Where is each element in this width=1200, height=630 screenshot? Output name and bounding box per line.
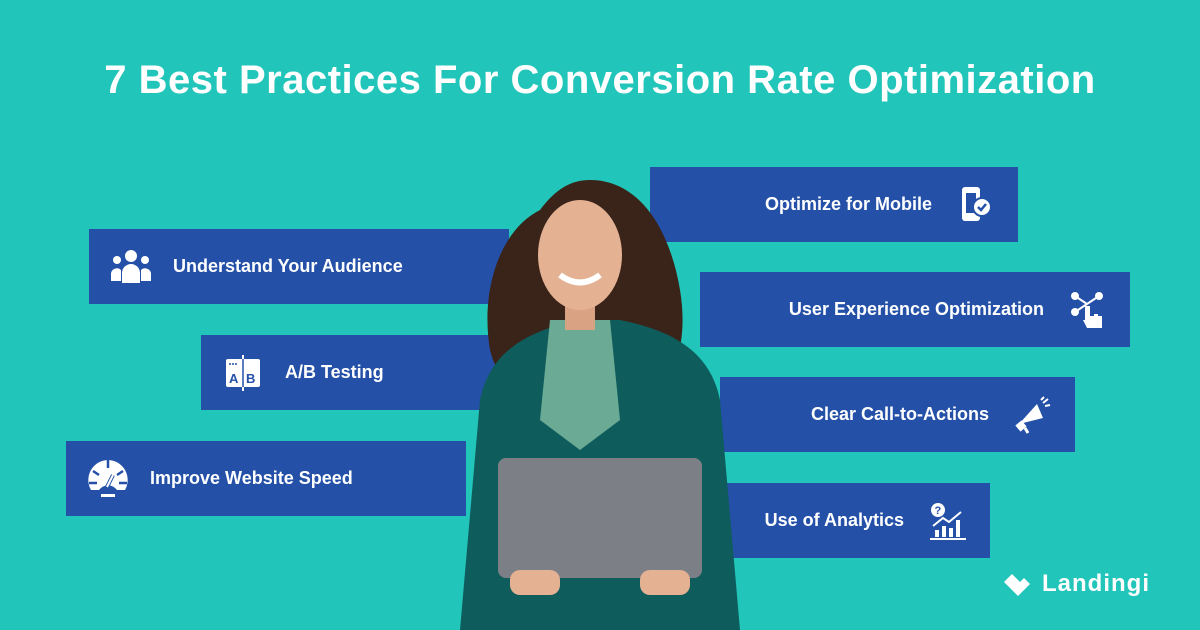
practice-optimize-mobile: Optimize for Mobile xyxy=(650,167,1018,242)
practice-label: User Experience Optimization xyxy=(788,299,1044,319)
analytics-chart-icon: ? xyxy=(926,499,970,543)
megaphone-icon xyxy=(1011,393,1055,437)
mobile-check-icon xyxy=(954,183,998,227)
landingi-logo-icon xyxy=(1004,574,1030,596)
practice-label: Use of Analytics xyxy=(764,510,904,530)
landingi-logo: Landingi xyxy=(1002,570,1150,598)
svg-text:A: A xyxy=(229,371,239,386)
practice-label: Understand Your Audience xyxy=(173,256,403,276)
practice-user-experience: User Experience Optimization xyxy=(700,272,1130,347)
svg-text:B: B xyxy=(246,371,255,386)
speedometer-icon xyxy=(86,457,130,501)
woman-with-laptop-photo xyxy=(460,180,740,630)
practice-label: Improve Website Speed xyxy=(150,468,353,488)
page-title: 7 Best Practices For Conversion Rate Opt… xyxy=(104,58,1096,102)
practice-analytics: Use of Analytics ? xyxy=(720,483,990,558)
users-icon xyxy=(109,245,153,289)
practice-label: Clear Call-to-Actions xyxy=(810,404,989,424)
practice-understand-audience: Understand Your Audience xyxy=(89,229,509,304)
practice-website-speed: Improve Website Speed xyxy=(66,441,466,516)
hand-pointer-network-icon xyxy=(1066,288,1110,332)
logo-text: Landingi xyxy=(1042,570,1150,597)
svg-text:?: ? xyxy=(935,505,942,517)
practice-label: Optimize for Mobile xyxy=(764,194,932,214)
practice-call-to-actions: Clear Call-to-Actions xyxy=(720,377,1075,452)
practice-label: A/B Testing xyxy=(285,362,384,382)
